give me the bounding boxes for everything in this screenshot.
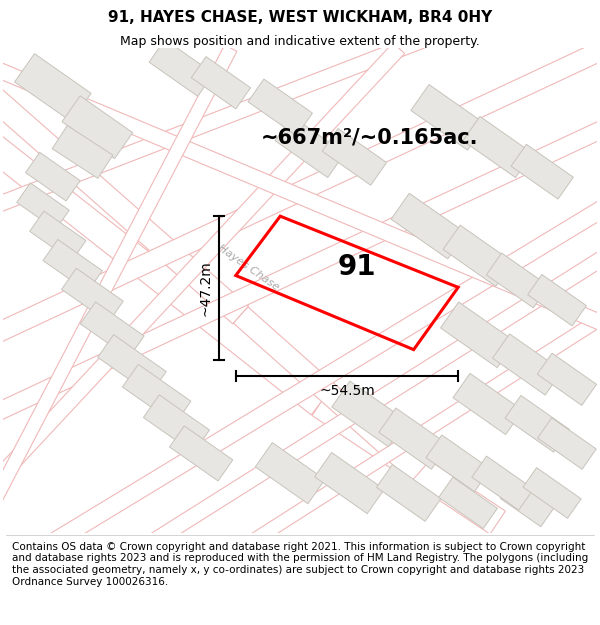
- Polygon shape: [0, 39, 600, 344]
- Polygon shape: [191, 57, 251, 109]
- Polygon shape: [511, 144, 574, 199]
- Polygon shape: [487, 253, 548, 308]
- Polygon shape: [453, 373, 523, 434]
- Polygon shape: [391, 193, 466, 259]
- Polygon shape: [439, 477, 497, 529]
- Text: ~47.2m: ~47.2m: [198, 260, 212, 316]
- Polygon shape: [0, 119, 600, 422]
- Polygon shape: [52, 126, 113, 178]
- Text: ~54.5m: ~54.5m: [319, 384, 375, 398]
- Text: Contains OS data © Crown copyright and database right 2021. This information is : Contains OS data © Crown copyright and d…: [12, 542, 588, 586]
- Polygon shape: [538, 418, 596, 469]
- Polygon shape: [332, 381, 407, 447]
- Text: Hayes Chase: Hayes Chase: [216, 242, 281, 292]
- Polygon shape: [17, 183, 69, 229]
- Polygon shape: [443, 225, 513, 286]
- Polygon shape: [169, 426, 233, 481]
- Text: Map shows position and indicative extent of the property.: Map shows position and indicative extent…: [120, 34, 480, 48]
- Polygon shape: [314, 452, 384, 514]
- Polygon shape: [0, 89, 248, 324]
- Polygon shape: [48, 199, 600, 550]
- Polygon shape: [527, 274, 586, 326]
- Polygon shape: [149, 39, 214, 96]
- Text: 91: 91: [338, 253, 376, 281]
- Polygon shape: [493, 334, 562, 395]
- Polygon shape: [500, 479, 554, 527]
- Polygon shape: [0, 45, 237, 506]
- Polygon shape: [472, 456, 533, 510]
- Polygon shape: [255, 442, 325, 504]
- Polygon shape: [523, 468, 581, 518]
- Polygon shape: [440, 302, 515, 368]
- Polygon shape: [29, 211, 86, 261]
- Polygon shape: [248, 79, 313, 136]
- Polygon shape: [62, 96, 133, 159]
- Polygon shape: [80, 302, 144, 358]
- Text: ~667m²/~0.165ac.: ~667m²/~0.165ac.: [260, 127, 478, 147]
- Polygon shape: [247, 309, 600, 548]
- Polygon shape: [233, 307, 426, 481]
- Polygon shape: [0, 42, 404, 489]
- Polygon shape: [379, 408, 449, 469]
- Polygon shape: [122, 364, 191, 424]
- Polygon shape: [411, 84, 485, 150]
- Polygon shape: [62, 268, 123, 322]
- Text: 91, HAYES CHASE, WEST WICKHAM, BR4 0HY: 91, HAYES CHASE, WEST WICKHAM, BR4 0HY: [108, 9, 492, 24]
- Polygon shape: [14, 54, 91, 122]
- Polygon shape: [312, 392, 505, 534]
- Polygon shape: [275, 116, 345, 178]
- Polygon shape: [505, 396, 569, 452]
- Polygon shape: [377, 464, 441, 521]
- Polygon shape: [0, 0, 600, 214]
- Polygon shape: [322, 129, 386, 185]
- Polygon shape: [143, 395, 209, 452]
- Polygon shape: [537, 353, 596, 406]
- Polygon shape: [148, 249, 600, 549]
- Polygon shape: [463, 116, 533, 178]
- Polygon shape: [26, 152, 80, 201]
- Polygon shape: [0, 61, 600, 333]
- Polygon shape: [43, 239, 102, 292]
- Polygon shape: [0, 136, 328, 415]
- Polygon shape: [98, 335, 166, 394]
- Polygon shape: [426, 435, 490, 492]
